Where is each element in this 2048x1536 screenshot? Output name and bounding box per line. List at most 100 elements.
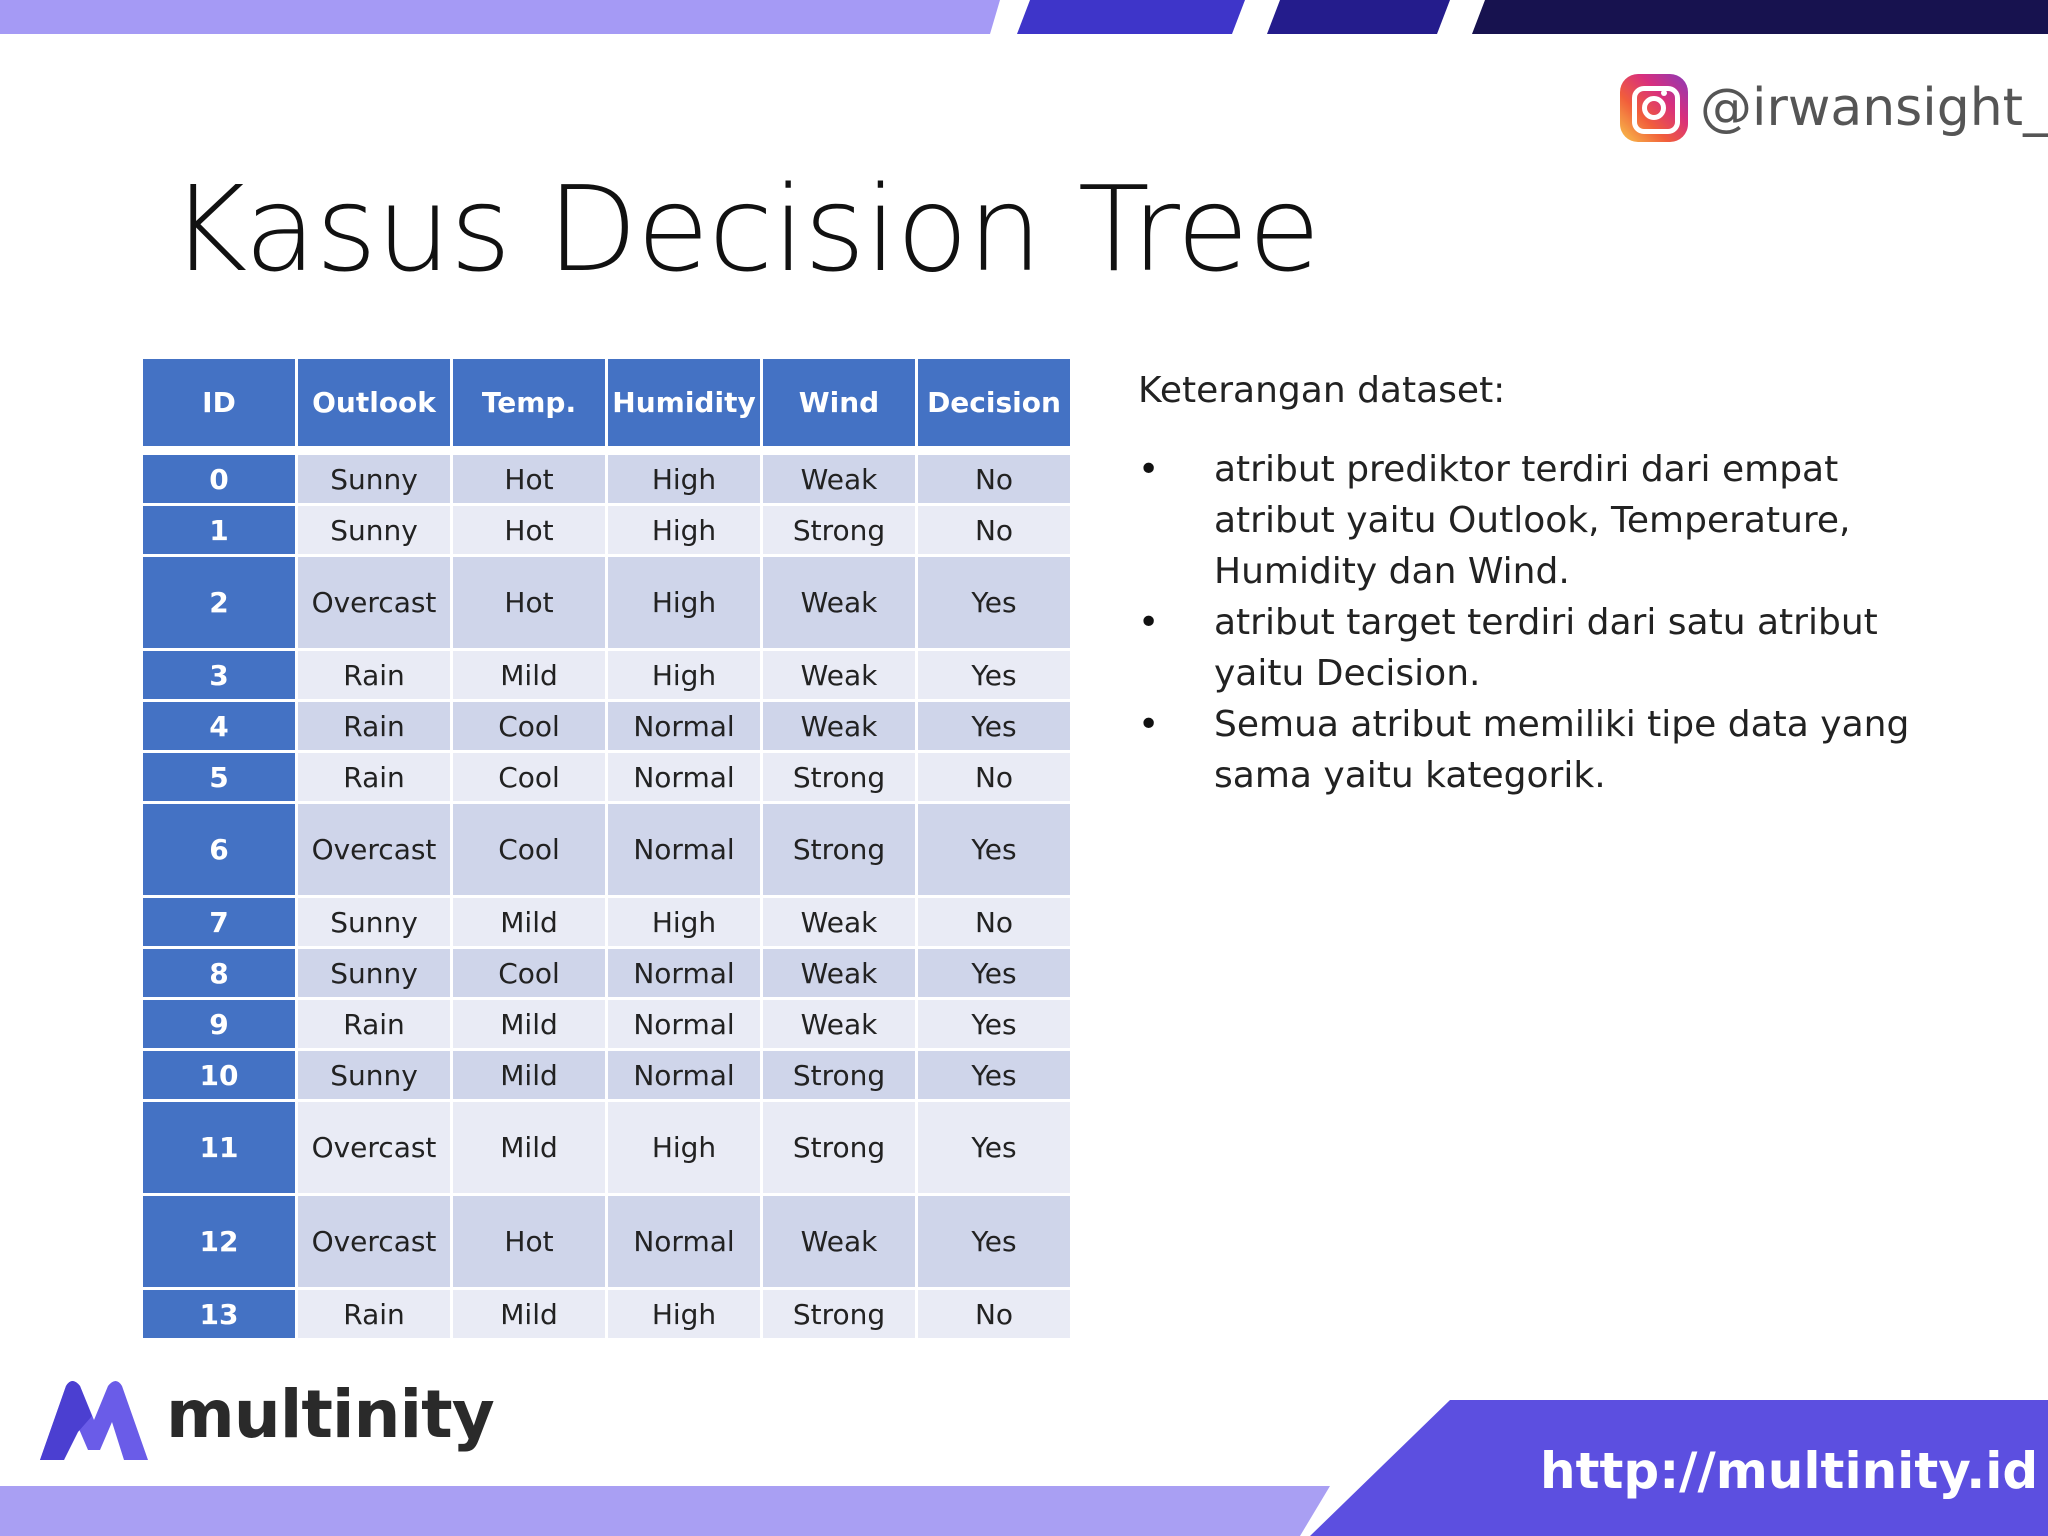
table-row: 1 Sunny Hot High Strong No: [143, 506, 1070, 554]
header-id: ID: [143, 359, 295, 452]
cell-decision: No: [918, 1290, 1070, 1338]
cell-id: 10: [143, 1051, 295, 1099]
cell-humidity: High: [608, 1102, 760, 1193]
cell-outlook: Overcast: [298, 804, 450, 895]
cell-humidity: Normal: [608, 702, 760, 750]
cell-temp: Mild: [453, 1000, 605, 1048]
table-row: 0 Sunny Hot High Weak No: [143, 455, 1070, 503]
cell-outlook: Overcast: [298, 1196, 450, 1287]
cell-wind: Weak: [763, 651, 915, 699]
cell-temp: Cool: [453, 702, 605, 750]
header-decision: Decision: [918, 359, 1070, 452]
cell-wind: Strong: [763, 1051, 915, 1099]
cell-id: 8: [143, 949, 295, 997]
cell-temp: Cool: [453, 804, 605, 895]
list-item: • Semua atribut memiliki tipe data yang …: [1130, 699, 1930, 801]
table-row: 7 Sunny Mild High Weak No: [143, 898, 1070, 946]
cell-decision: Yes: [918, 557, 1070, 648]
cell-id: 9: [143, 1000, 295, 1048]
cell-humidity: High: [608, 455, 760, 503]
table-row: 12 Overcast Hot Normal Weak Yes: [143, 1196, 1070, 1287]
cell-humidity: Normal: [608, 804, 760, 895]
list-item-text: atribut prediktor terdiri dari empat atr…: [1214, 449, 1851, 592]
cell-humidity: High: [608, 651, 760, 699]
cell-id: 5: [143, 753, 295, 801]
cell-temp: Mild: [453, 1290, 605, 1338]
table-header-row: ID Outlook Temp. Humidity Wind Decision: [143, 359, 1070, 452]
top-band-dark-1: [1267, 0, 1450, 34]
cell-id: 11: [143, 1102, 295, 1193]
cell-decision: Yes: [918, 949, 1070, 997]
cell-decision: Yes: [918, 1000, 1070, 1048]
cell-wind: Weak: [763, 455, 915, 503]
description-list: • atribut prediktor terdiri dari empat a…: [1130, 444, 1930, 801]
cell-humidity: Normal: [608, 1000, 760, 1048]
cell-decision: No: [918, 455, 1070, 503]
cell-wind: Strong: [763, 804, 915, 895]
cell-humidity: Normal: [608, 753, 760, 801]
bottom-band-dark: [1310, 1400, 2048, 1536]
cell-id: 1: [143, 506, 295, 554]
cell-decision: No: [918, 506, 1070, 554]
table-row: 5 Rain Cool Normal Strong No: [143, 753, 1070, 801]
cell-decision: Yes: [918, 1196, 1070, 1287]
cell-id: 4: [143, 702, 295, 750]
cell-temp: Mild: [453, 651, 605, 699]
cell-outlook: Rain: [298, 1000, 450, 1048]
cell-decision: No: [918, 753, 1070, 801]
cell-wind: Weak: [763, 702, 915, 750]
table-row: 11 Overcast Mild High Strong Yes: [143, 1102, 1070, 1193]
table-row: 10 Sunny Mild Normal Strong Yes: [143, 1051, 1070, 1099]
cell-humidity: Normal: [608, 1196, 760, 1287]
cell-outlook: Sunny: [298, 506, 450, 554]
description-heading: Keterangan dataset:: [1138, 370, 1506, 411]
header-temp: Temp.: [453, 359, 605, 452]
cell-id: 0: [143, 455, 295, 503]
slide-title: Kasus Decision Tree: [170, 160, 1321, 298]
dataset-table: ID Outlook Temp. Humidity Wind Decision …: [140, 356, 1073, 1341]
cell-outlook: Sunny: [298, 1051, 450, 1099]
cell-wind: Strong: [763, 1102, 915, 1193]
cell-id: 12: [143, 1196, 295, 1287]
cell-temp: Cool: [453, 949, 605, 997]
cell-outlook: Rain: [298, 753, 450, 801]
header-humidity: Humidity: [608, 359, 760, 452]
table-row: 6 Overcast Cool Normal Strong Yes: [143, 804, 1070, 895]
table-row: 2 Overcast Hot High Weak Yes: [143, 557, 1070, 648]
cell-id: 2: [143, 557, 295, 648]
top-band-dark-2: [1472, 0, 2048, 34]
cell-id: 13: [143, 1290, 295, 1338]
cell-decision: No: [918, 898, 1070, 946]
cell-id: 3: [143, 651, 295, 699]
bottom-band-light: [0, 1486, 1330, 1536]
cell-wind: Strong: [763, 506, 915, 554]
cell-temp: Mild: [453, 898, 605, 946]
list-item-text: Semua atribut memiliki tipe data yang sa…: [1214, 704, 1910, 796]
multinity-logo-text: multinity: [166, 1376, 495, 1453]
table-row: 3 Rain Mild High Weak Yes: [143, 651, 1070, 699]
instagram-icon: [1620, 74, 1688, 142]
top-decorative-band: [0, 0, 2048, 34]
footer-url[interactable]: http://multinity.id: [1540, 1442, 2039, 1500]
cell-decision: Yes: [918, 1051, 1070, 1099]
cell-outlook: Overcast: [298, 557, 450, 648]
cell-temp: Mild: [453, 1102, 605, 1193]
table-row: 13 Rain Mild High Strong No: [143, 1290, 1070, 1338]
cell-outlook: Sunny: [298, 898, 450, 946]
top-band-light: [0, 0, 1000, 34]
cell-decision: Yes: [918, 651, 1070, 699]
bottom-decorative-band: [0, 1400, 2048, 1536]
cell-humidity: Normal: [608, 949, 760, 997]
header-outlook: Outlook: [298, 359, 450, 452]
bullet-icon: •: [1138, 602, 1160, 643]
cell-outlook: Rain: [298, 1290, 450, 1338]
list-item-text: atribut target terdiri dari satu atribut…: [1214, 602, 1878, 694]
cell-id: 6: [143, 804, 295, 895]
cell-id: 7: [143, 898, 295, 946]
table-row: 9 Rain Mild Normal Weak Yes: [143, 1000, 1070, 1048]
cell-wind: Weak: [763, 1196, 915, 1287]
cell-wind: Strong: [763, 1290, 915, 1338]
cell-wind: Weak: [763, 1000, 915, 1048]
table-row: 4 Rain Cool Normal Weak Yes: [143, 702, 1070, 750]
cell-temp: Cool: [453, 753, 605, 801]
